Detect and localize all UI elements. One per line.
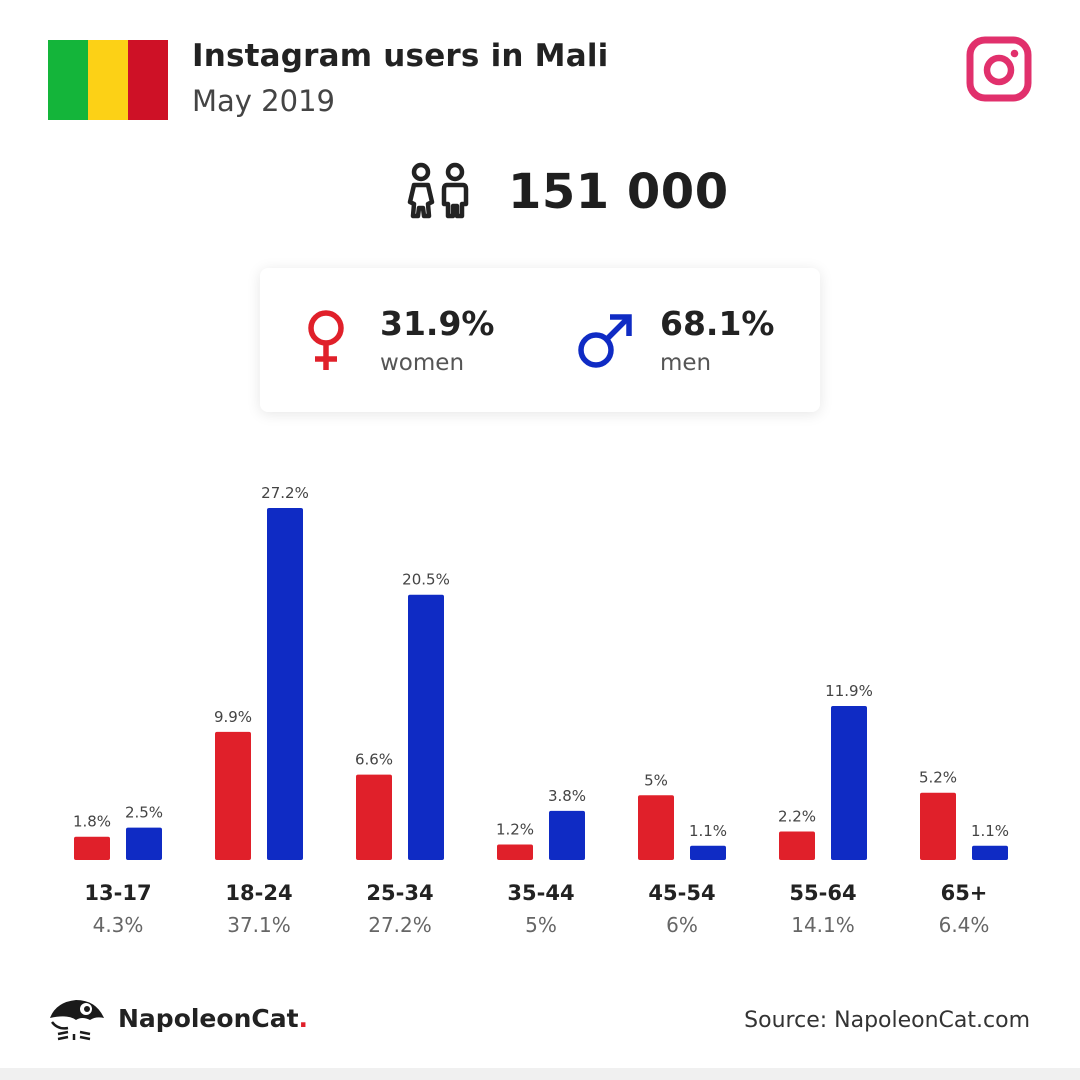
brand-name: NapoleonCat. xyxy=(118,1004,308,1033)
brand-dot: . xyxy=(298,1004,309,1033)
instagram-icon xyxy=(966,36,1032,102)
category-label-18-24: 18-24 xyxy=(225,881,292,905)
age-gender-bar-chart: 1.8% 2.5% 13-17 4.3% 9.9% 27.2% 18-24 37.1% 6.6%… xyxy=(73,484,1009,937)
bar-label-women-55-64: 2.2% xyxy=(778,808,816,826)
category-label-55-64: 55-64 xyxy=(789,881,856,905)
bar-men-18-24 xyxy=(267,508,303,860)
bar-women-45-54 xyxy=(638,795,674,860)
bar-label-men-35-44: 3.8% xyxy=(548,787,586,805)
category-total-35-44: 5% xyxy=(525,913,557,937)
page-title: Instagram users in Mali xyxy=(192,38,609,74)
bar-men-65+ xyxy=(972,845,1008,860)
women-percentage: 31.9% xyxy=(380,304,495,343)
bar-men-55-64 xyxy=(831,706,867,860)
category-total-65+: 6.4% xyxy=(939,913,990,937)
category-label-45-54: 45-54 xyxy=(648,881,715,905)
category-total-45-54: 6% xyxy=(666,913,698,937)
gender-split-card: 31.9% women 68.1% men xyxy=(260,268,820,412)
category-label-35-44: 35-44 xyxy=(507,881,574,905)
bar-label-women-35-44: 1.2% xyxy=(496,820,534,838)
category-label-25-34: 25-34 xyxy=(366,881,433,905)
bar-label-men-55-64: 11.9% xyxy=(825,682,873,700)
category-total-13-17: 4.3% xyxy=(93,913,144,937)
flag-stripe-yellow xyxy=(88,40,128,120)
category-label-65+: 65+ xyxy=(941,881,988,905)
mali-flag xyxy=(48,40,168,120)
bar-women-65+ xyxy=(920,792,956,860)
bar-men-13-17 xyxy=(126,827,162,860)
bar-men-25-34 xyxy=(408,594,444,860)
bar-women-35-44 xyxy=(497,844,533,860)
bar-label-men-45-54: 1.1% xyxy=(689,822,727,840)
bar-label-men-65+: 1.1% xyxy=(971,822,1009,840)
bar-label-women-25-34: 6.6% xyxy=(355,751,393,769)
bar-label-men-18-24: 27.2% xyxy=(261,484,309,502)
bar-label-women-65+: 5.2% xyxy=(919,769,957,787)
men-label: men xyxy=(660,350,712,376)
bar-label-women-13-17: 1.8% xyxy=(73,813,111,831)
bar-women-13-17 xyxy=(74,836,110,860)
total-users-value: 151 000 xyxy=(508,164,729,220)
male-symbol-icon xyxy=(578,314,632,368)
bar-label-women-18-24: 9.9% xyxy=(214,708,252,726)
bar-women-55-64 xyxy=(779,831,815,860)
bar-men-45-54 xyxy=(690,845,726,860)
brand-name-text: NapoleonCat xyxy=(118,1004,299,1033)
source-credit: Source: NapoleonCat.com xyxy=(744,1008,1030,1033)
category-total-55-64: 14.1% xyxy=(791,913,855,937)
female-symbol-icon xyxy=(308,310,344,370)
flag-stripe-red xyxy=(128,40,168,120)
category-label-13-17: 13-17 xyxy=(84,881,151,905)
bar-men-35-44 xyxy=(549,810,585,860)
bar-label-women-45-54: 5% xyxy=(644,771,668,789)
bar-women-25-34 xyxy=(356,774,392,860)
men-percentage: 68.1% xyxy=(660,304,775,343)
women-label: women xyxy=(380,350,465,376)
napoleoncat-logo-icon xyxy=(50,1000,104,1041)
category-total-18-24: 37.1% xyxy=(227,913,291,937)
bottom-strip xyxy=(0,1068,1080,1080)
flag-stripe-green xyxy=(48,40,88,120)
users-icon xyxy=(407,162,469,219)
category-total-25-34: 27.2% xyxy=(368,913,432,937)
bar-label-men-13-17: 2.5% xyxy=(125,804,163,822)
bar-women-18-24 xyxy=(215,731,251,860)
page-subtitle: May 2019 xyxy=(192,84,335,118)
bar-label-men-25-34: 20.5% xyxy=(402,571,450,589)
